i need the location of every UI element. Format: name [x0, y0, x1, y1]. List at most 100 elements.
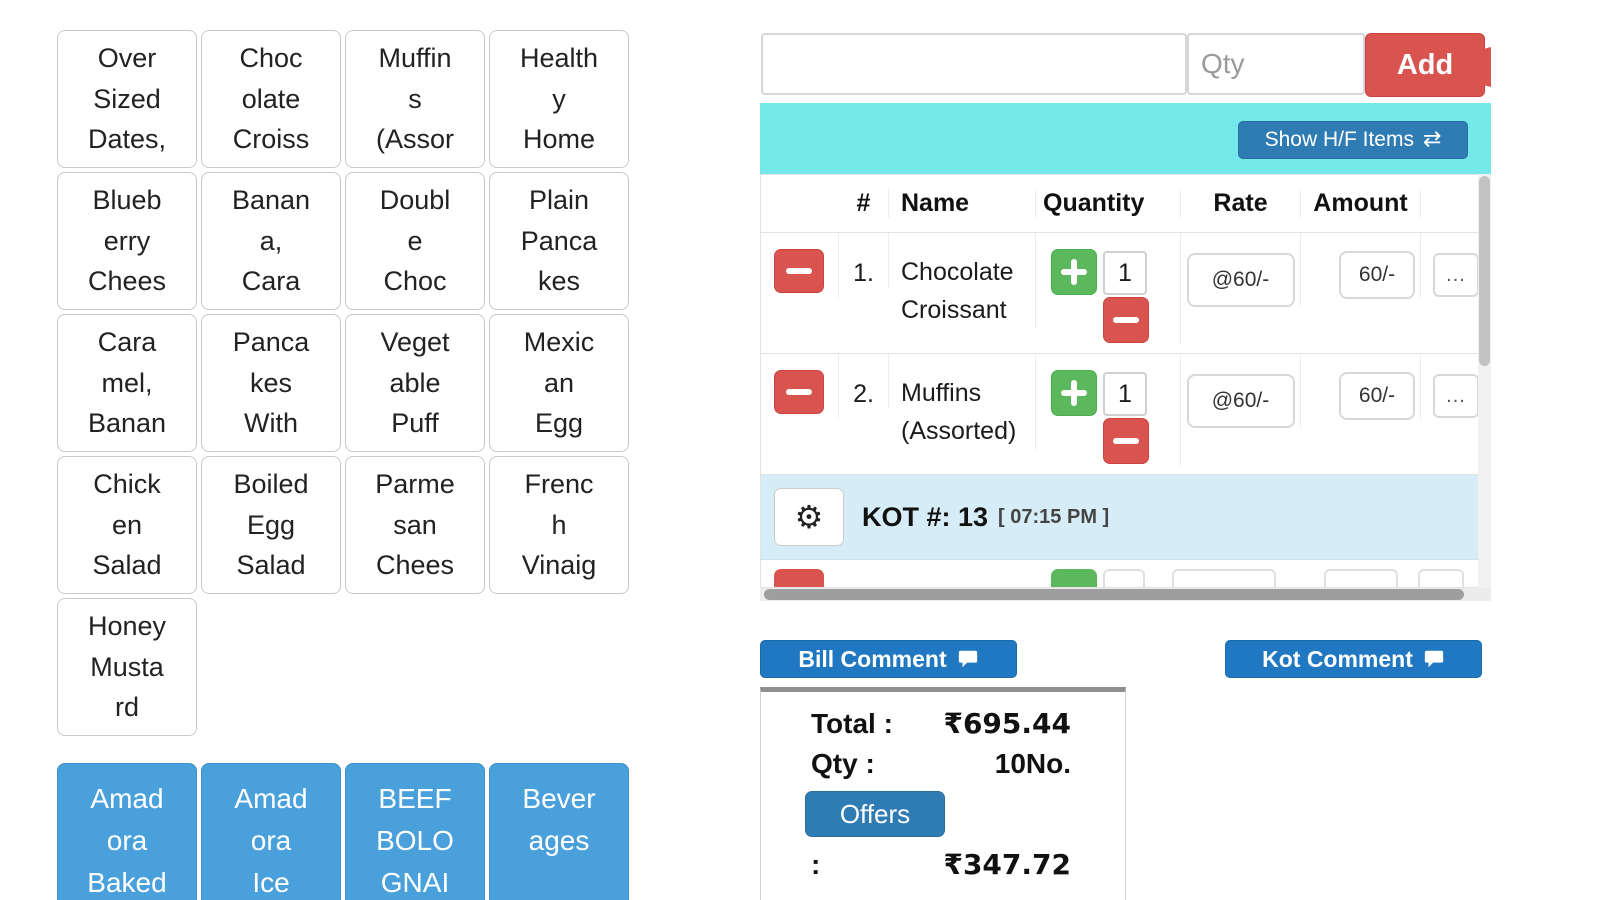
decrease-qty-button[interactable] [1103, 297, 1149, 343]
menu-item-button[interactable]: Chick en Salad [57, 456, 197, 594]
quantity-stepper: 1 [1043, 370, 1153, 466]
increase-qty-button [1051, 569, 1097, 587]
quantity-stepper: 1 [1043, 249, 1153, 345]
kot-settings-button[interactable]: ⚙ [774, 488, 844, 546]
more-cell: ... [1421, 354, 1490, 418]
category-button[interactable]: Bever ages [489, 763, 629, 900]
menu-item-button[interactable]: Cara mel, Banan [57, 314, 197, 452]
kot-header-row: ⚙ KOT #: 13 [ 07:15 PM ] [761, 475, 1490, 560]
kot-number-label: KOT #: 13 [862, 501, 989, 532]
minus-icon [786, 268, 812, 274]
row-number: 2. [853, 380, 874, 408]
offers-row: Offers [805, 791, 1071, 837]
plus-icon [1071, 380, 1077, 406]
item-name-cell: Muffins (Assorted) [889, 354, 1036, 450]
menu-item-button[interactable]: Over Sized Dates, [57, 30, 197, 168]
menu-item-button[interactable]: Doubl e Choc [345, 172, 485, 310]
qty-total-value: 10No. [994, 748, 1071, 779]
horizontal-scrollbar[interactable] [760, 588, 1491, 601]
quantity-cell: 1 [1036, 354, 1181, 466]
item-name: Muffins (Assorted) [901, 379, 1017, 445]
menu-item-button[interactable]: Mexic an Egg [489, 314, 629, 452]
kot-time-label: [ 07:15 PM ] [998, 505, 1110, 528]
delete-cell [761, 354, 839, 419]
quantity-cell: 1 [1036, 233, 1181, 345]
plus-icon [1071, 259, 1077, 285]
vertical-scrollbar[interactable] [1478, 174, 1491, 588]
red-circle-button[interactable] [1473, 47, 1491, 87]
rate-box[interactable]: @60/- [1186, 374, 1295, 428]
offers-button[interactable]: Offers [805, 791, 945, 837]
category-button[interactable]: Amad ora Baked [57, 763, 197, 900]
rate-cell: @60/- [1181, 354, 1301, 428]
bill-comment-button[interactable]: Bill Comment [760, 640, 1017, 678]
increase-qty-button[interactable] [1051, 370, 1097, 416]
header-amount: Amount [1301, 189, 1421, 218]
increase-qty-button[interactable] [1051, 249, 1097, 295]
speech-bubble-icon [1424, 650, 1444, 668]
bill-comment-label: Bill Comment [798, 645, 947, 672]
qty-label: Qty : [811, 748, 875, 779]
rate-box[interactable]: @60/- [1186, 253, 1295, 307]
header-quantity: Quantity [1036, 189, 1181, 218]
show-hf-items-label: Show H/F Items [1264, 128, 1414, 151]
partial-next-row [761, 560, 1490, 587]
qty-value[interactable]: 1 [1103, 251, 1147, 295]
category-button[interactable]: BEEF BOLO GNAI [345, 763, 485, 900]
minus-icon [1113, 438, 1139, 444]
menu-item-button[interactable]: Choc olate Croiss [201, 30, 341, 168]
more-options-button [1418, 569, 1464, 587]
category-button[interactable]: Amad ora Ice [201, 763, 341, 900]
offer-value: ₹347.72 [943, 848, 1071, 881]
menu-item-button[interactable]: Parme san Chees [345, 456, 485, 594]
amount-cell: 60/- [1301, 354, 1421, 420]
minus-icon [1113, 317, 1139, 323]
kot-comment-label: Kot Comment [1262, 645, 1413, 672]
delete-item-button[interactable] [774, 370, 824, 414]
menu-item-button[interactable]: Honey Musta rd [57, 598, 197, 736]
menu-item-button[interactable]: Veget able Puff [345, 314, 485, 452]
qty-input[interactable] [1187, 33, 1365, 95]
kot-comment-button[interactable]: Kot Comment [1225, 640, 1482, 678]
menu-item-button[interactable]: Banan a, Cara [201, 172, 341, 310]
vertical-scrollbar-thumb[interactable] [1479, 176, 1490, 366]
amount-cell: 60/- [1301, 233, 1421, 299]
item-name-cell: Chocolate Croissant [889, 233, 1036, 329]
add-button[interactable]: Add [1365, 33, 1485, 97]
menu-item-button[interactable]: Boiled Egg Salad [201, 456, 341, 594]
qty-value[interactable]: 1 [1103, 372, 1147, 416]
delete-item-button[interactable] [774, 249, 824, 293]
total-value: ₹695.44 [943, 707, 1071, 740]
amount-box[interactable]: 60/- [1339, 251, 1415, 299]
item-search-input[interactable] [761, 33, 1187, 95]
amount-box[interactable]: 60/- [1339, 372, 1415, 420]
amount-box [1324, 569, 1398, 587]
more-options-button[interactable]: ... [1433, 374, 1479, 418]
minus-icon [786, 389, 812, 395]
rate-cell: @60/- [1181, 233, 1301, 307]
item-name: Chocolate Croissant [901, 258, 1014, 324]
header-name: Name [889, 189, 1036, 218]
menu-item-button[interactable]: Health y Home [489, 30, 629, 168]
menu-item-button[interactable]: Frenc h Vinaig [489, 456, 629, 594]
more-options-button[interactable]: ... [1433, 253, 1479, 297]
offer-amount-row: : ₹347.72 [811, 845, 1071, 885]
table-row: 1. Chocolate Croissant 1 @60/- 60/- [761, 233, 1490, 354]
category-button-grid: Amad ora Baked Amad ora Ice BEEF BOLO GN… [57, 763, 629, 900]
row-number-cell: 2. [839, 354, 889, 409]
menu-item-button[interactable]: Panca kes With [201, 314, 341, 452]
show-hf-items-button[interactable]: Show H/F Items ⇄ [1238, 121, 1468, 159]
menu-item-button[interactable]: Plain Panca kes [489, 172, 629, 310]
gear-icon: ⚙ [794, 498, 824, 536]
row-number-cell: 1. [839, 233, 889, 288]
menu-item-button[interactable]: Blueb erry Chees [57, 172, 197, 310]
menu-item-button[interactable]: Muffin s (Assor [345, 30, 485, 168]
decrease-qty-button[interactable] [1103, 418, 1149, 464]
horizontal-scrollbar-thumb[interactable] [764, 589, 1464, 600]
row-number: 1. [853, 259, 874, 287]
speech-bubble-icon [958, 650, 977, 668]
delete-item-button [774, 569, 824, 587]
table-row: 2. Muffins (Assorted) 1 @60/- 60/- [761, 354, 1490, 475]
offer-label: : [811, 849, 821, 880]
